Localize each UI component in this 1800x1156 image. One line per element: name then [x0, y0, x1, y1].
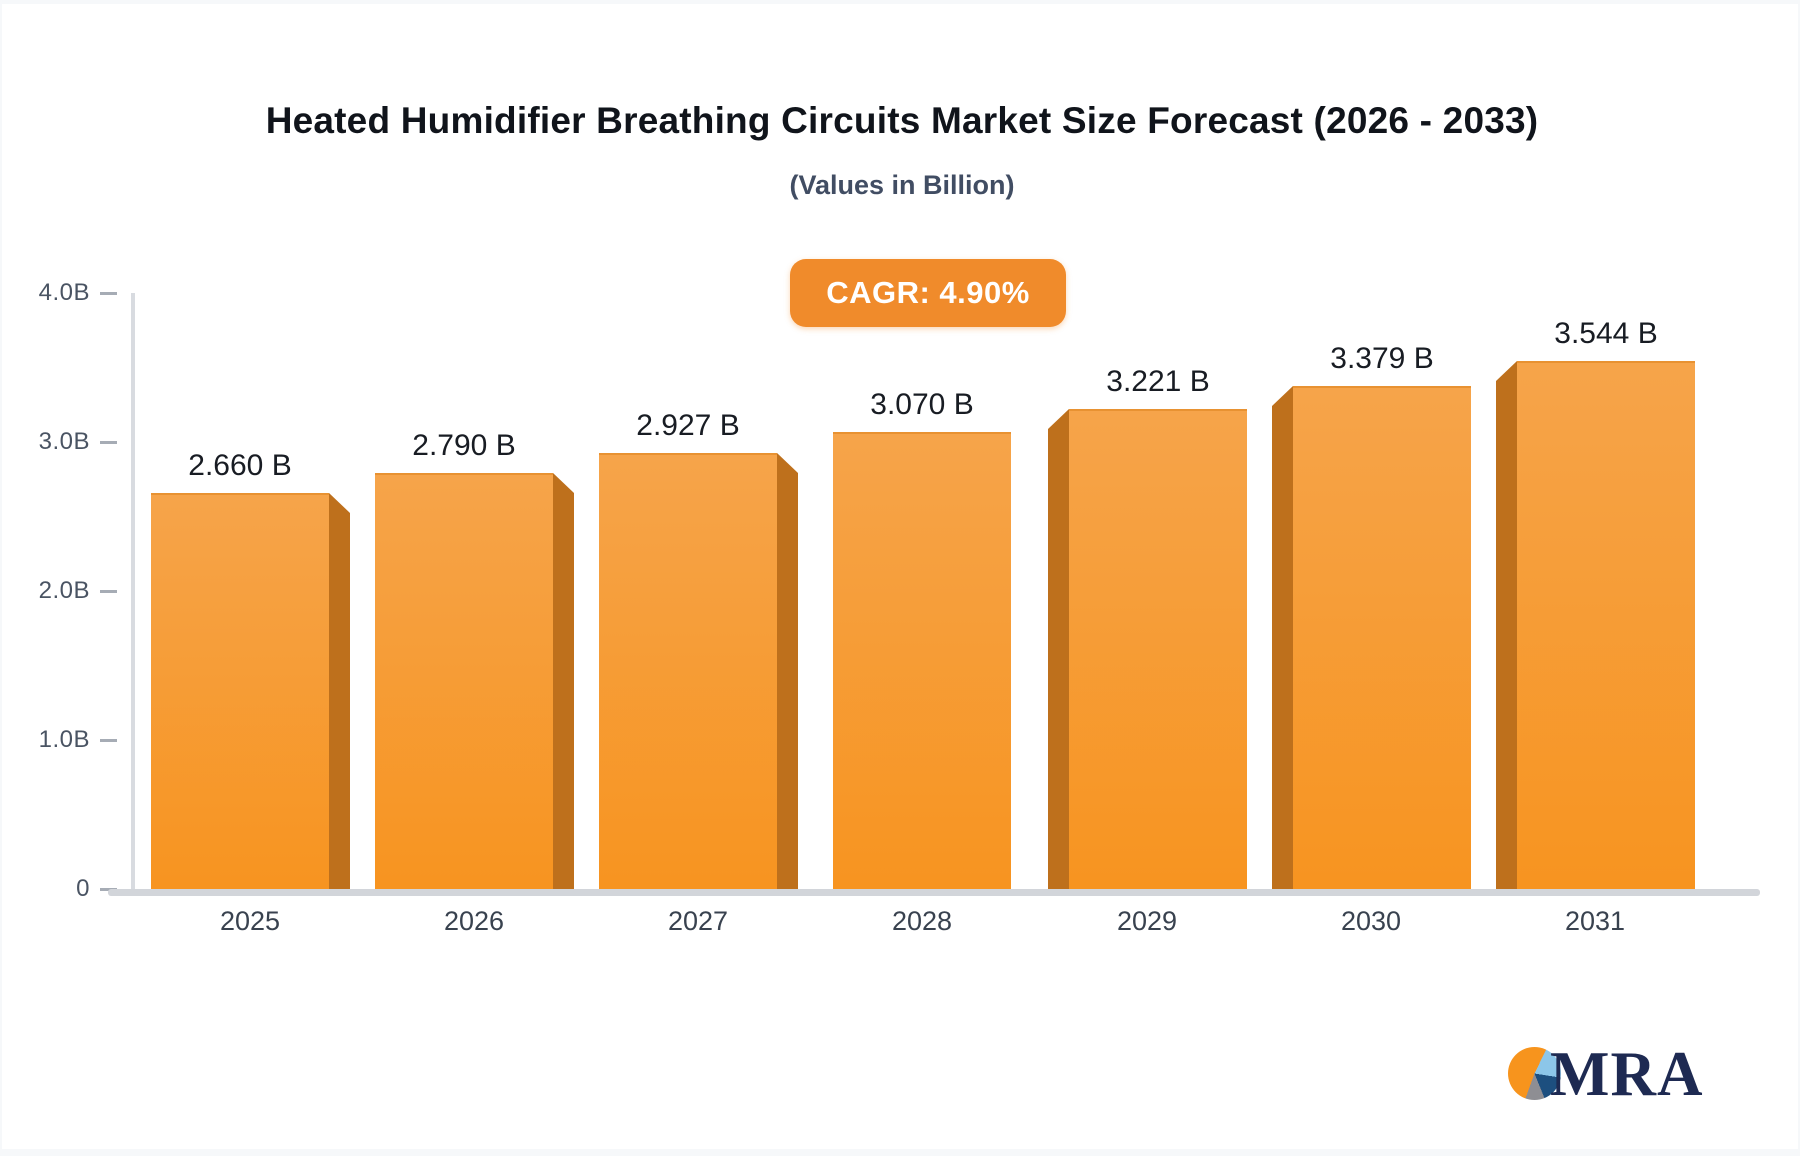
y-tick-label: 0 — [76, 875, 90, 902]
bar-value-label: 3.544 B — [1554, 317, 1658, 350]
bar-value-label: 3.070 B — [870, 388, 974, 421]
bar-face[interactable] — [599, 453, 777, 889]
bar-side-shadow — [329, 493, 350, 889]
y-tick-label: 3.0B — [38, 428, 90, 455]
bar-2027[interactable] — [599, 453, 798, 889]
x-axis-baseline — [108, 889, 1760, 896]
chart-card: Heated Humidifier Breathing Circuits Mar… — [2, 4, 1798, 1149]
x-axis-label-2029: 2029 — [1116, 906, 1178, 936]
x-axis-label-2025: 2025 — [219, 906, 281, 936]
bar-side-shadow — [1272, 386, 1293, 889]
bar-side-shadow — [1048, 409, 1069, 889]
x-axis-label-2030: 2030 — [1340, 906, 1402, 936]
bar-2026[interactable] — [375, 473, 574, 889]
bar-2029[interactable] — [1048, 409, 1247, 889]
bar-value-label: 3.379 B — [1330, 342, 1434, 375]
chart-title: Heated Humidifier Breathing Circuits Mar… — [265, 100, 1539, 141]
y-tick-mark — [100, 739, 117, 742]
y-axis-line — [131, 293, 135, 889]
bar-value-label: 2.927 B — [636, 409, 740, 442]
pie-chart-logo-icon — [1508, 1047, 1561, 1100]
x-axis-label-2028: 2028 — [891, 906, 953, 936]
bar-2028[interactable] — [833, 432, 1011, 889]
bar-value-label: 2.790 B — [412, 429, 516, 462]
bar-face[interactable] — [1069, 409, 1247, 889]
bar-face[interactable] — [1293, 386, 1471, 889]
cagr-badge: CAGR: 4.90% — [790, 259, 1066, 327]
bar-side-shadow — [1496, 361, 1517, 889]
y-tick-label: 4.0B — [38, 279, 90, 306]
bar-value-label: 2.660 B — [188, 449, 292, 482]
bar-2031[interactable] — [1496, 361, 1695, 889]
bar-face[interactable] — [151, 493, 329, 889]
bar-side-shadow — [553, 473, 574, 889]
chart-subtitle: (Values in Billion) — [789, 170, 1015, 200]
bar-2025[interactable] — [151, 493, 350, 889]
y-tick-mark — [100, 292, 117, 295]
bar-value-label: 3.221 B — [1106, 365, 1210, 398]
y-tick-label: 2.0B — [38, 577, 90, 604]
y-tick-label: 1.0B — [38, 726, 90, 753]
bar-2030[interactable] — [1272, 386, 1471, 889]
bar-face[interactable] — [375, 473, 553, 889]
bar-face[interactable] — [1517, 361, 1695, 889]
x-axis-label-2027: 2027 — [667, 906, 729, 936]
x-axis-label-2031: 2031 — [1564, 906, 1626, 936]
y-tick-mark — [100, 441, 117, 444]
bar-side-shadow — [777, 453, 798, 889]
x-axis-label-2026: 2026 — [443, 906, 505, 936]
bar-face[interactable] — [833, 432, 1011, 889]
y-tick-mark — [100, 590, 117, 593]
logo-text: MRA — [1550, 1039, 1704, 1109]
mra-logo: MRA — [1508, 1030, 1748, 1122]
